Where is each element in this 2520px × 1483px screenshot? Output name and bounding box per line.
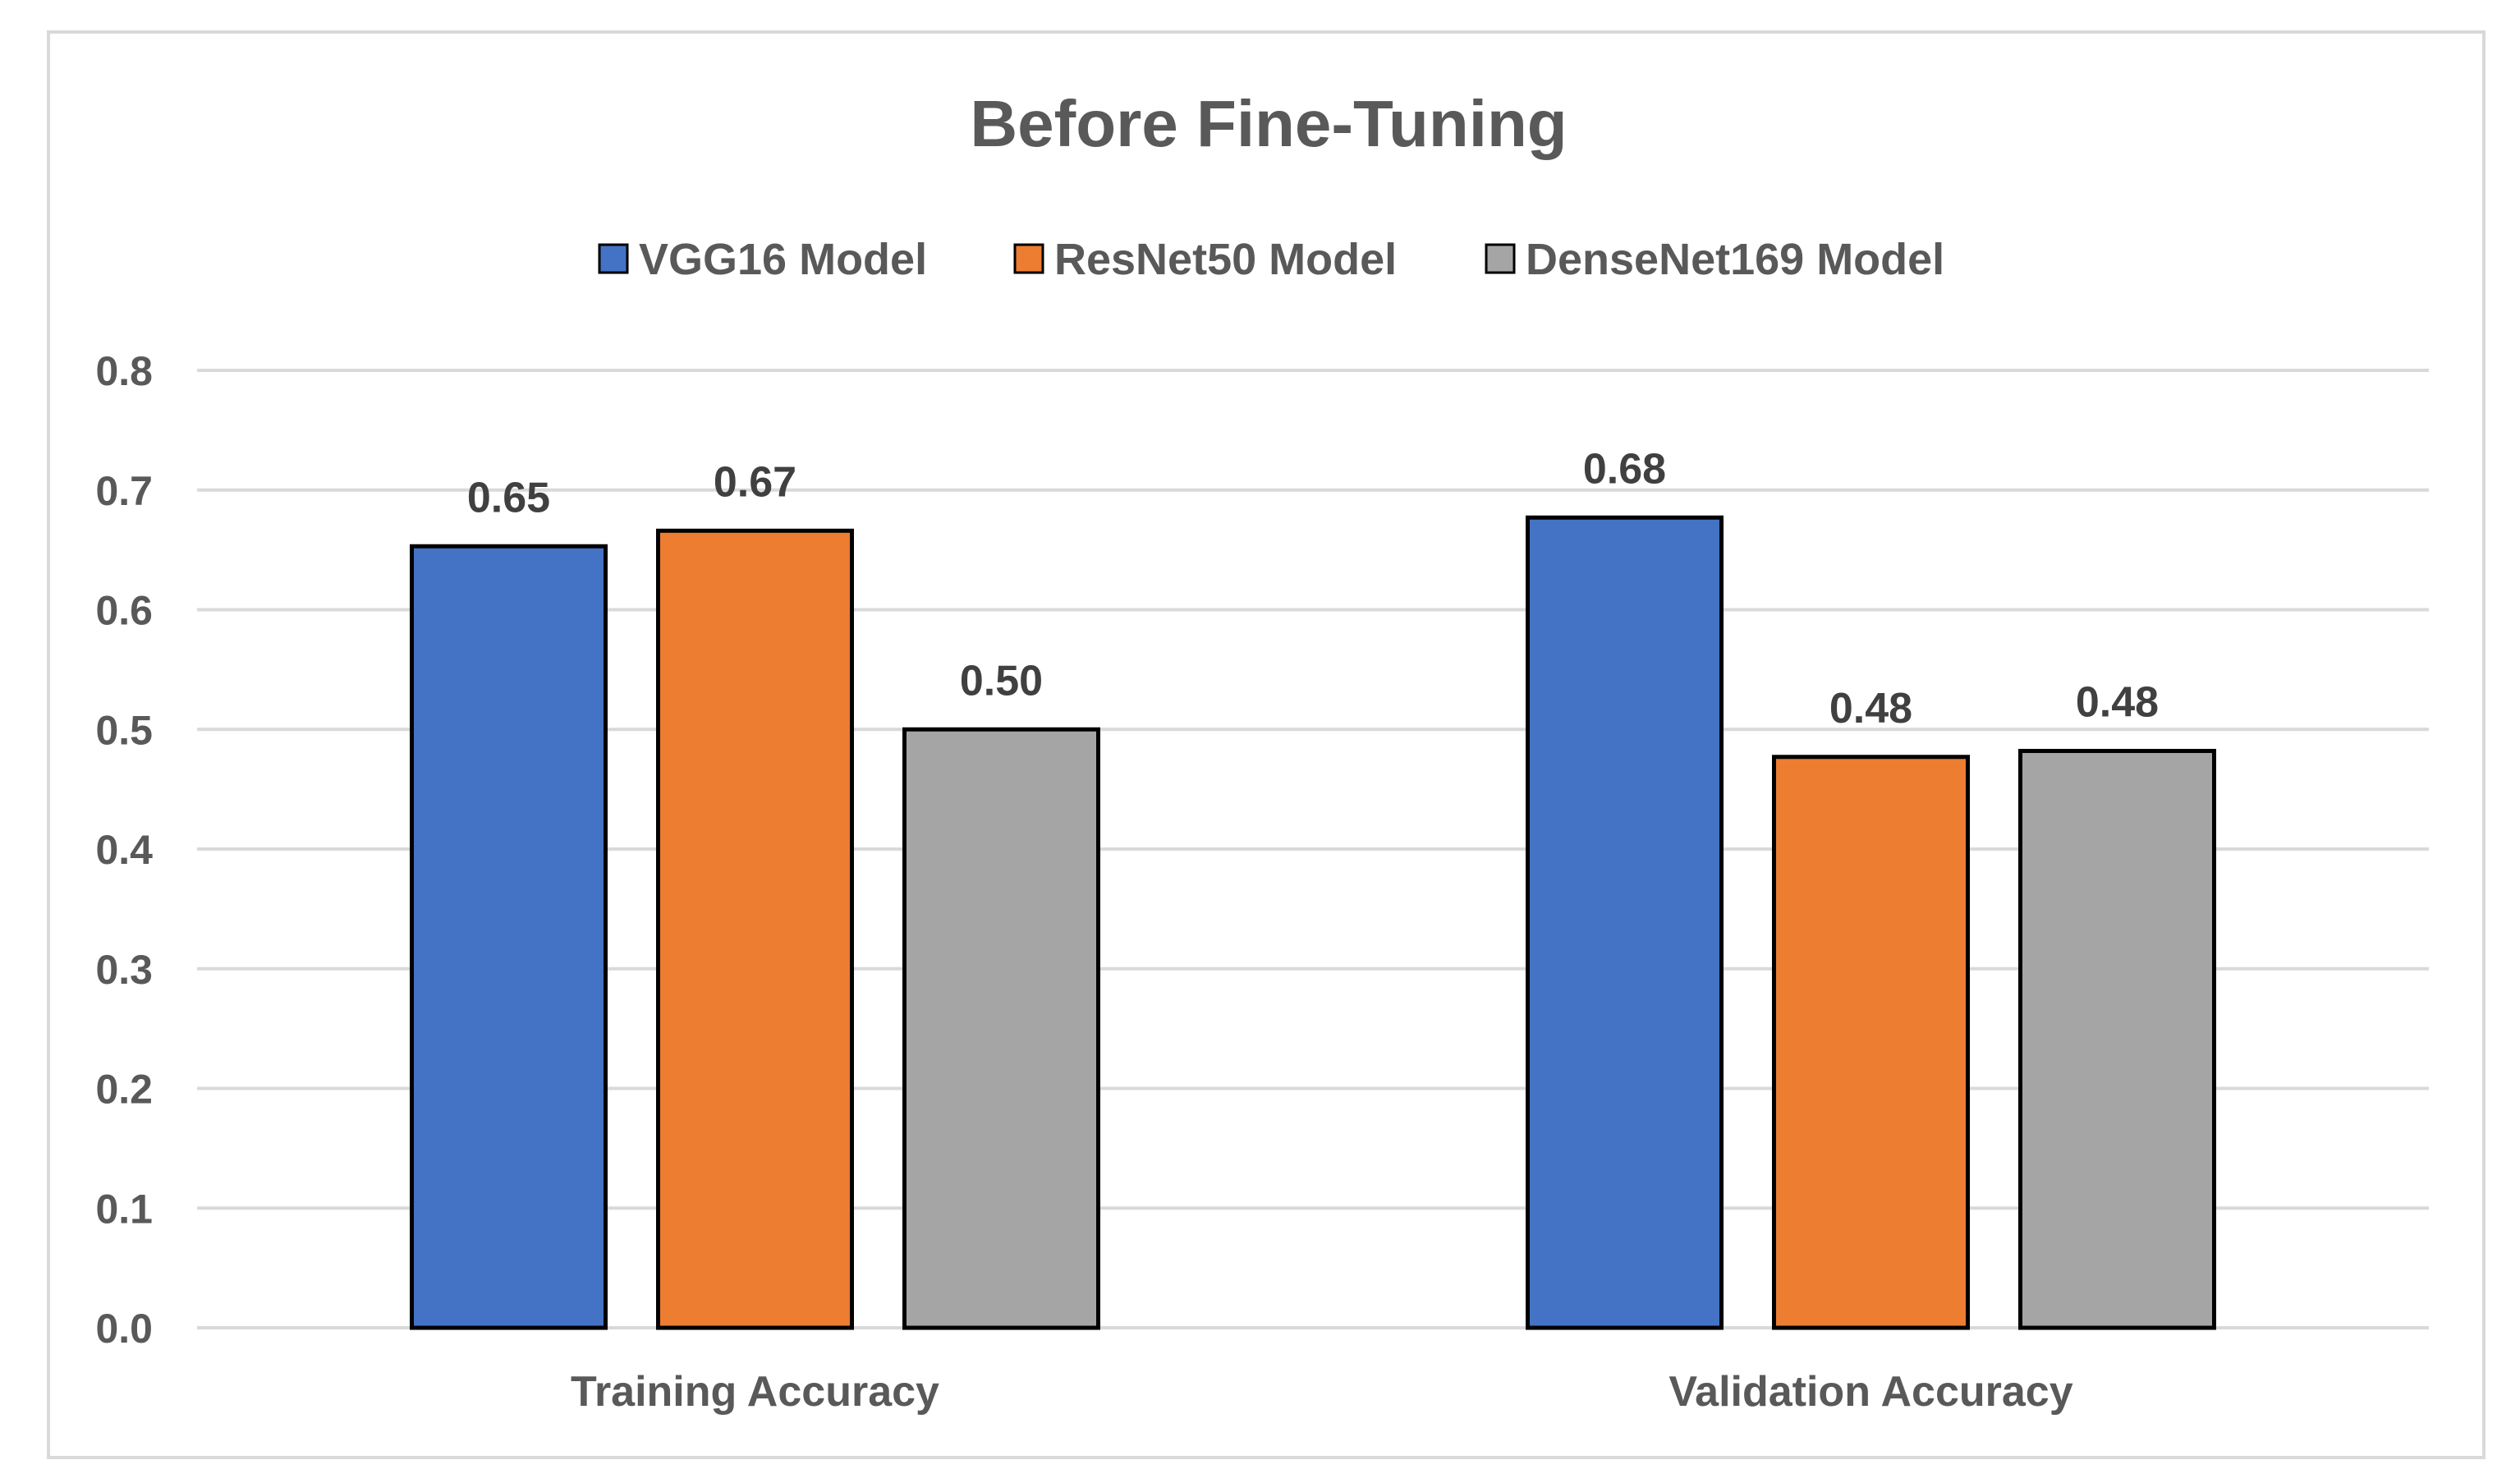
y-tick-label-6: 0.6 <box>95 588 153 634</box>
y-tick-label-3: 0.3 <box>95 947 153 993</box>
bars <box>410 515 2216 1330</box>
x-category-label-training: Training Accuracy <box>571 1368 939 1416</box>
bar-resnet50-training <box>656 528 854 1330</box>
y-tick-label-0: 0.0 <box>95 1306 153 1352</box>
bar-labels: 0.65 0.67 0.50 0.68 0.48 0.48 <box>467 445 2159 732</box>
bar-resnet50-validation <box>1772 755 1970 1330</box>
y-tick-label-1: 0.1 <box>95 1186 153 1232</box>
chart-title: Before Fine-Tuning <box>970 87 1567 160</box>
data-label-resnet50-validation: 0.48 <box>1829 685 1912 732</box>
bar-vgg16-validation <box>1526 515 1724 1330</box>
legend-swatch-resnet50 <box>1013 243 1044 274</box>
bar-densenet169-training <box>902 727 1100 1330</box>
legend-item-resnet50: ResNet50 Model <box>1013 235 1397 284</box>
bar-vgg16-training <box>410 544 608 1330</box>
y-tick-label-7: 0.7 <box>95 468 153 514</box>
data-label-vgg16-validation: 0.68 <box>1583 445 1666 493</box>
y-axis-ticks: 0.0 0.1 0.2 0.3 0.4 0.5 0.6 0.7 0.8 <box>95 348 153 1352</box>
legend-swatch-vgg16 <box>598 243 629 274</box>
data-label-resnet50-training: 0.67 <box>714 458 796 506</box>
x-axis-categories: Training Accuracy Validation Accuracy <box>571 1368 2073 1416</box>
y-tick-label-4: 0.4 <box>95 827 153 873</box>
legend-label-resnet50: ResNet50 Model <box>1054 235 1397 284</box>
legend: VGG16 Model ResNet50 Model DenseNet169 M… <box>598 235 1944 284</box>
legend-label-vgg16: VGG16 Model <box>639 235 927 284</box>
data-label-densenet169-training: 0.50 <box>960 657 1043 705</box>
y-tick-label-5: 0.5 <box>95 707 153 753</box>
legend-item-vgg16: VGG16 Model <box>598 235 927 284</box>
data-label-densenet169-validation: 0.48 <box>2076 678 2159 726</box>
legend-swatch-densenet169 <box>1485 243 1516 274</box>
x-category-label-validation: Validation Accuracy <box>1669 1368 2072 1416</box>
bar-densenet169-validation <box>2018 748 2216 1330</box>
legend-item-densenet169: DenseNet169 Model <box>1485 235 1944 284</box>
y-tick-label-8: 0.8 <box>95 348 153 394</box>
y-tick-label-2: 0.2 <box>95 1067 153 1113</box>
data-label-vgg16-training: 0.65 <box>467 474 550 521</box>
legend-label-densenet169: DenseNet169 Model <box>1526 235 1944 284</box>
